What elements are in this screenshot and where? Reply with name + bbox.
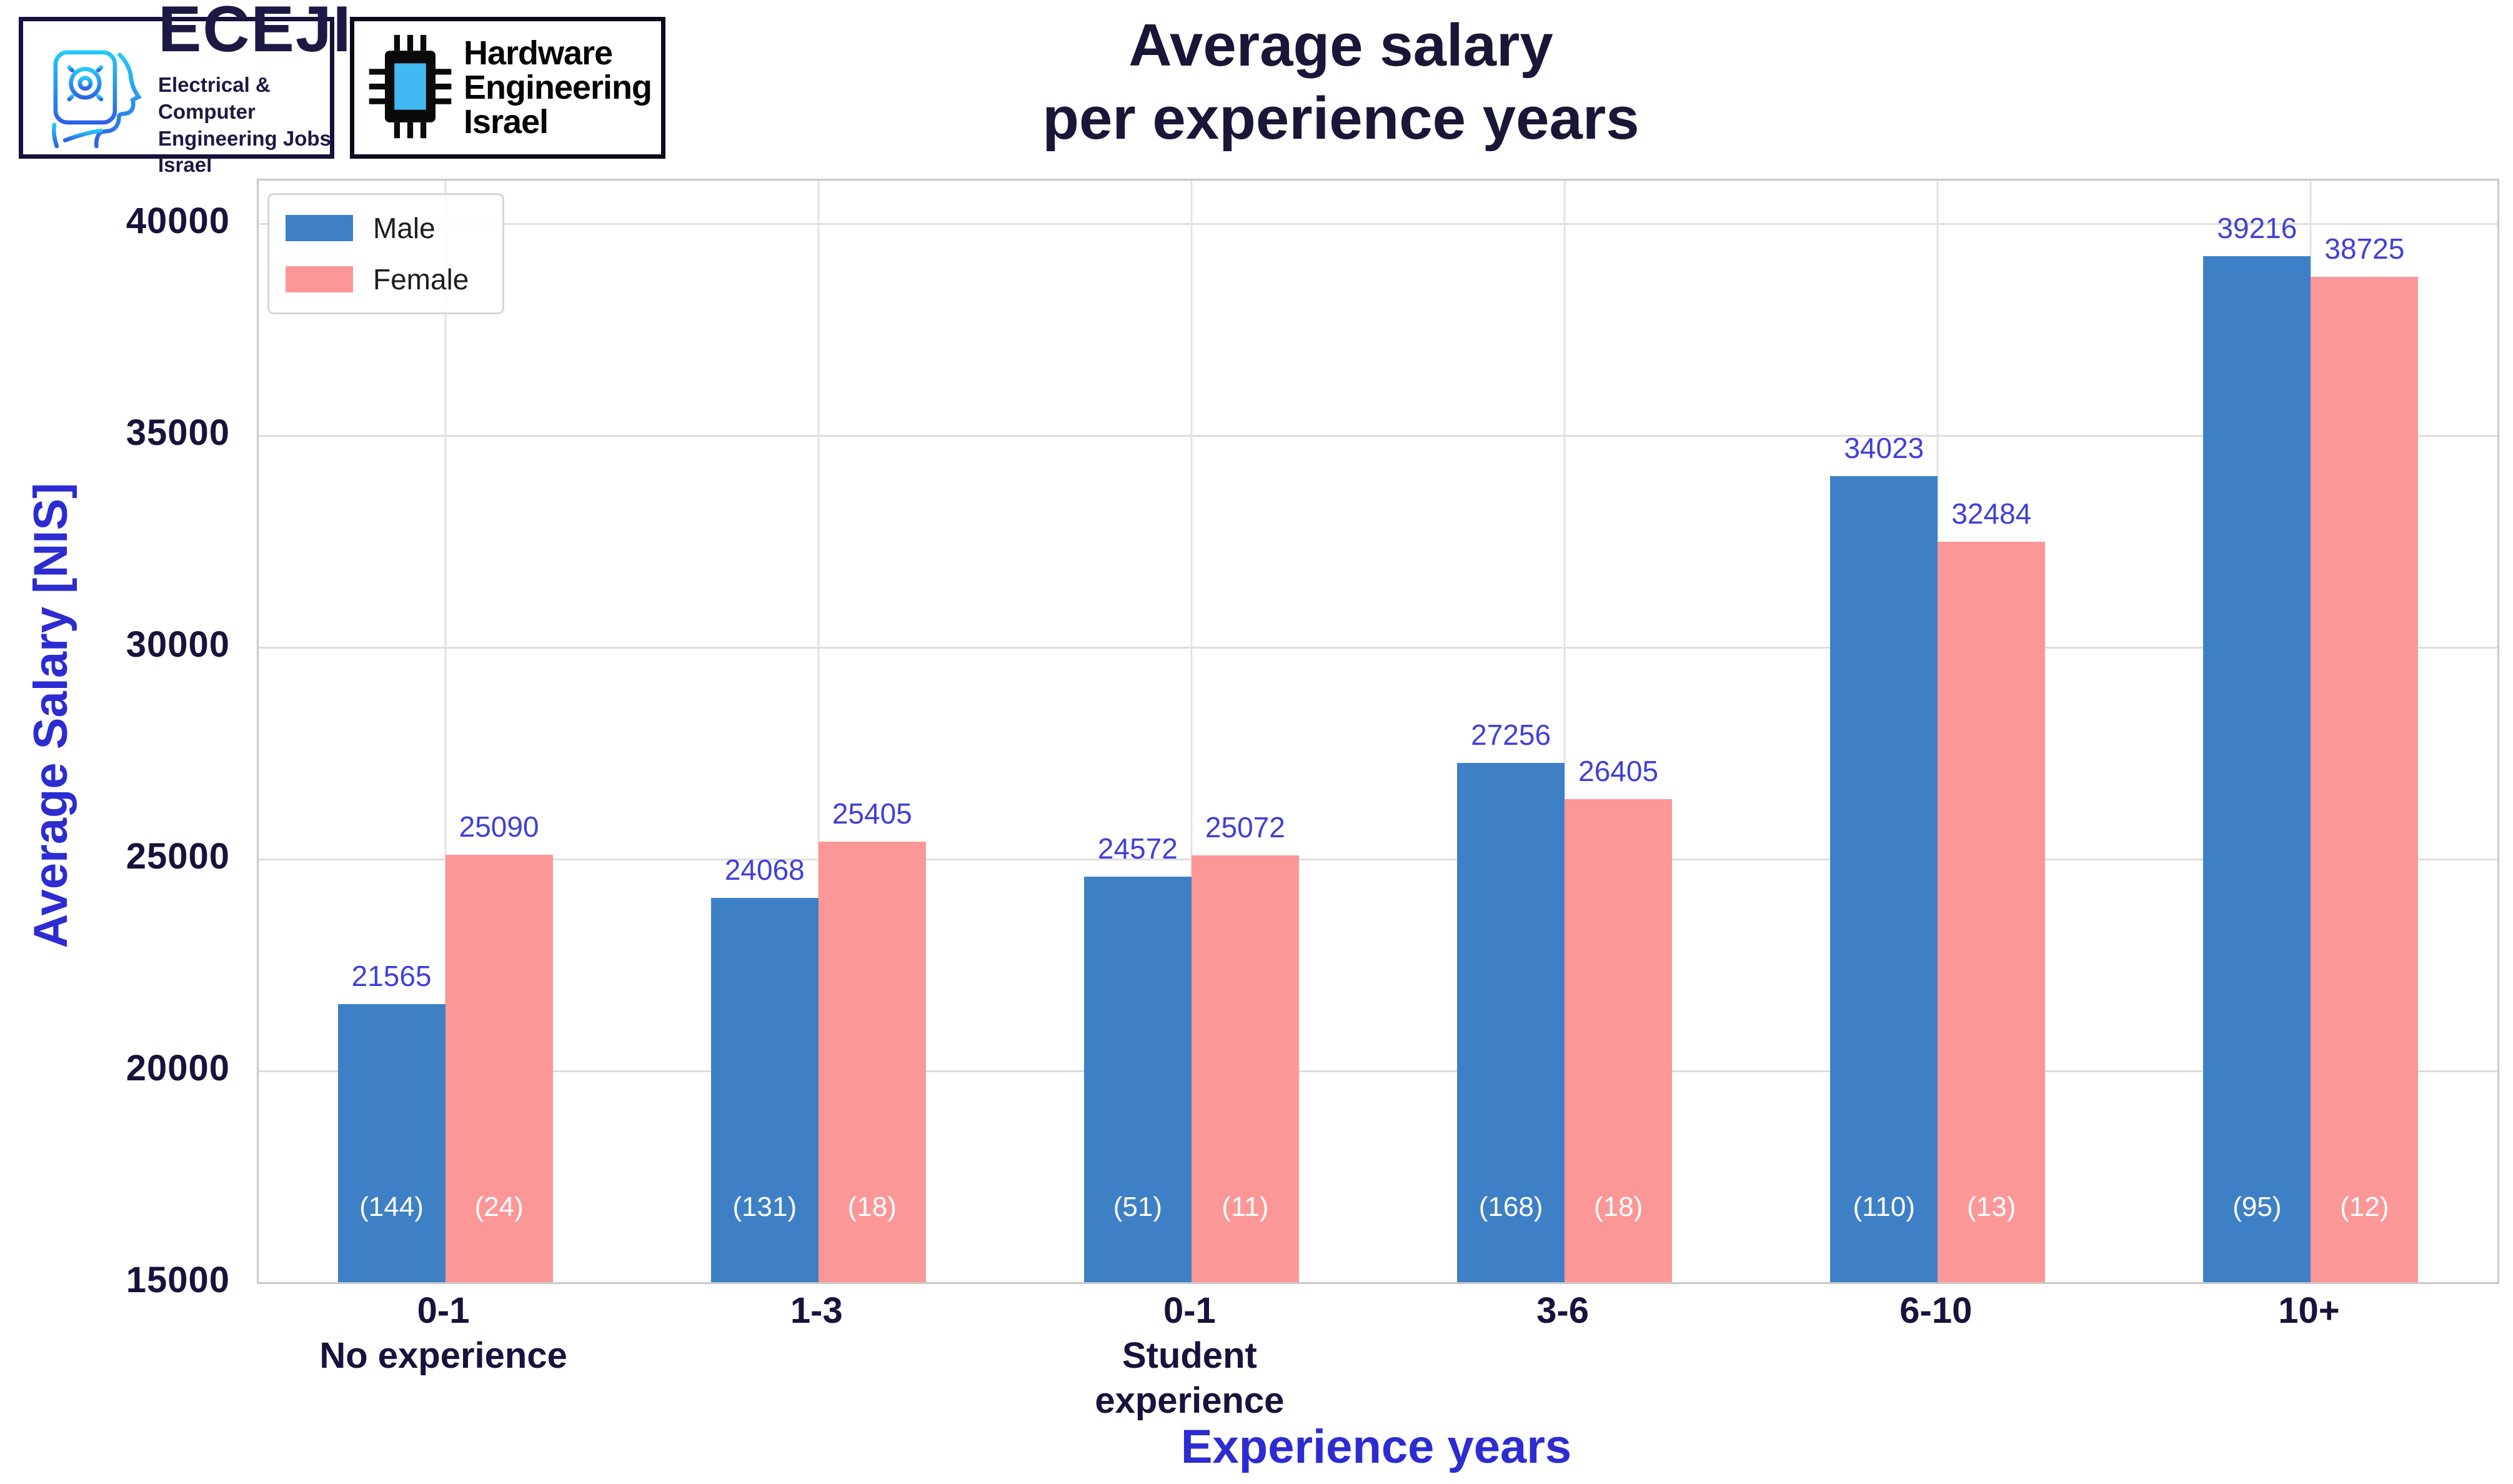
bar-male-1-3 xyxy=(710,898,819,1282)
plot-area: Male Female 21565 (144) 24068 (131) 24572 (51)… xyxy=(257,179,2499,1284)
bar-value-label: 24572 xyxy=(1097,832,1178,865)
hei-wordmark-line2: Engineering xyxy=(464,68,652,106)
gridline-vertical xyxy=(444,181,447,1282)
bar-value-label: 38725 xyxy=(2324,232,2405,266)
hei-wordmark-line3: Israel xyxy=(464,103,549,141)
bar-count-label: (24) xyxy=(474,1192,524,1222)
bar-male-0-1 xyxy=(337,1003,445,1282)
bar-count-label: (11) xyxy=(1222,1192,1269,1222)
bar-count-label: (110) xyxy=(1853,1192,1916,1222)
legend-swatch-female xyxy=(286,266,353,292)
x-tick-label: 0-1 Student experience xyxy=(1095,1290,1285,1421)
bar-female-3-6 xyxy=(1565,799,1673,1282)
legend-label-male: Male xyxy=(373,212,435,244)
y-axis-ticks: 15000 20000 25000 30000 35000 40000 xyxy=(0,179,242,1300)
gridline-horizontal xyxy=(259,858,2497,860)
bar-value-label: 25405 xyxy=(832,797,912,830)
x-axis-ticks: 0-1 No experience 1-3 0-1 Student experience 3… xyxy=(257,1288,2496,1445)
gridline-vertical xyxy=(1563,181,1566,1282)
bar-value-label: 32484 xyxy=(1951,497,2032,530)
bar-value-label: 25072 xyxy=(1205,811,1285,844)
legend-item-male: Male xyxy=(286,211,469,245)
eceji-logo: ECEJI Electrical & Computer Engineering … xyxy=(19,0,351,176)
gridline-vertical xyxy=(1190,181,1193,1282)
bar-value-label: 39216 xyxy=(2217,212,2297,244)
bar-male-10+ xyxy=(2203,256,2311,1282)
chart-title: Average salary per experience years xyxy=(694,9,1988,155)
bar-count-label: (131) xyxy=(732,1192,797,1222)
eceji-head-chip-icon xyxy=(31,24,149,152)
bar-count-label: (51) xyxy=(1113,1192,1163,1222)
x-tick-label: 10+ xyxy=(2278,1290,2340,1331)
eceji-tagline-line2: Engineering Jobs Israel xyxy=(158,126,331,177)
bar-count-label: (95) xyxy=(2232,1192,2282,1222)
bar-male-0-1 xyxy=(1083,876,1192,1282)
legend-label-female: Female xyxy=(373,263,469,296)
y-tick-label: 35000 xyxy=(126,412,230,453)
eceji-tagline-line1: Electrical & Computer xyxy=(158,72,271,123)
chart-title-line1: Average salary xyxy=(1128,12,1553,79)
bar-value-label: 21565 xyxy=(351,959,432,992)
bar-count-label: (144) xyxy=(359,1192,424,1222)
x-tick-label: 0-1 No experience xyxy=(319,1290,567,1376)
gridline-horizontal xyxy=(259,222,2497,225)
gridline-vertical xyxy=(817,181,820,1282)
bar-value-label: 27256 xyxy=(1471,718,1551,751)
bar-value-label: 34023 xyxy=(1844,432,1924,465)
bar-count-label: (18) xyxy=(847,1192,897,1222)
bar-male-6-10 xyxy=(1830,476,1938,1282)
eceji-acronym: ECEJI xyxy=(158,0,352,66)
bar-female-0-1 xyxy=(1191,855,1299,1282)
x-tick-label: 6-10 xyxy=(1899,1290,1973,1331)
bar-count-label: (13) xyxy=(1967,1192,2016,1222)
x-axis-label: Experience years xyxy=(1180,1420,1572,1473)
bar-count-label: (168) xyxy=(1478,1192,1543,1222)
bar-female-6-10 xyxy=(1938,541,2046,1282)
bar-value-label: 26405 xyxy=(1578,754,1659,787)
legend-swatch-male xyxy=(286,215,353,241)
y-tick-label: 30000 xyxy=(126,624,230,665)
bar-female-10+ xyxy=(2311,277,2419,1282)
y-tick-label: 15000 xyxy=(126,1260,230,1300)
bar-value-label: 25090 xyxy=(459,810,539,843)
legend: Male Female xyxy=(267,193,505,314)
bar-count-label: (12) xyxy=(2340,1192,2389,1222)
chip-icon xyxy=(368,32,452,144)
x-tick-label: 1-3 xyxy=(790,1290,843,1331)
gridline-horizontal xyxy=(259,1070,2497,1072)
hei-wordmark-line1: Hardware xyxy=(464,34,613,72)
legend-item-female: Female xyxy=(286,262,469,296)
bar-male-3-6 xyxy=(1457,762,1565,1282)
chart-title-line2: per experience years xyxy=(1042,85,1640,152)
bar-female-1-3 xyxy=(818,841,926,1282)
gridline-horizontal xyxy=(259,434,2497,437)
x-tick-label: 3-6 xyxy=(1536,1290,1590,1331)
bar-female-0-1 xyxy=(445,854,553,1282)
gridline-horizontal xyxy=(259,646,2497,649)
y-tick-label: 20000 xyxy=(126,1048,230,1088)
y-tick-label: 40000 xyxy=(126,200,230,241)
y-tick-label: 25000 xyxy=(126,835,230,877)
bar-count-label: (18) xyxy=(1593,1192,1643,1222)
bar-value-label: 24068 xyxy=(724,854,805,887)
hardware-engineering-israel-logo: Hardware Engineering Israel xyxy=(350,17,665,159)
